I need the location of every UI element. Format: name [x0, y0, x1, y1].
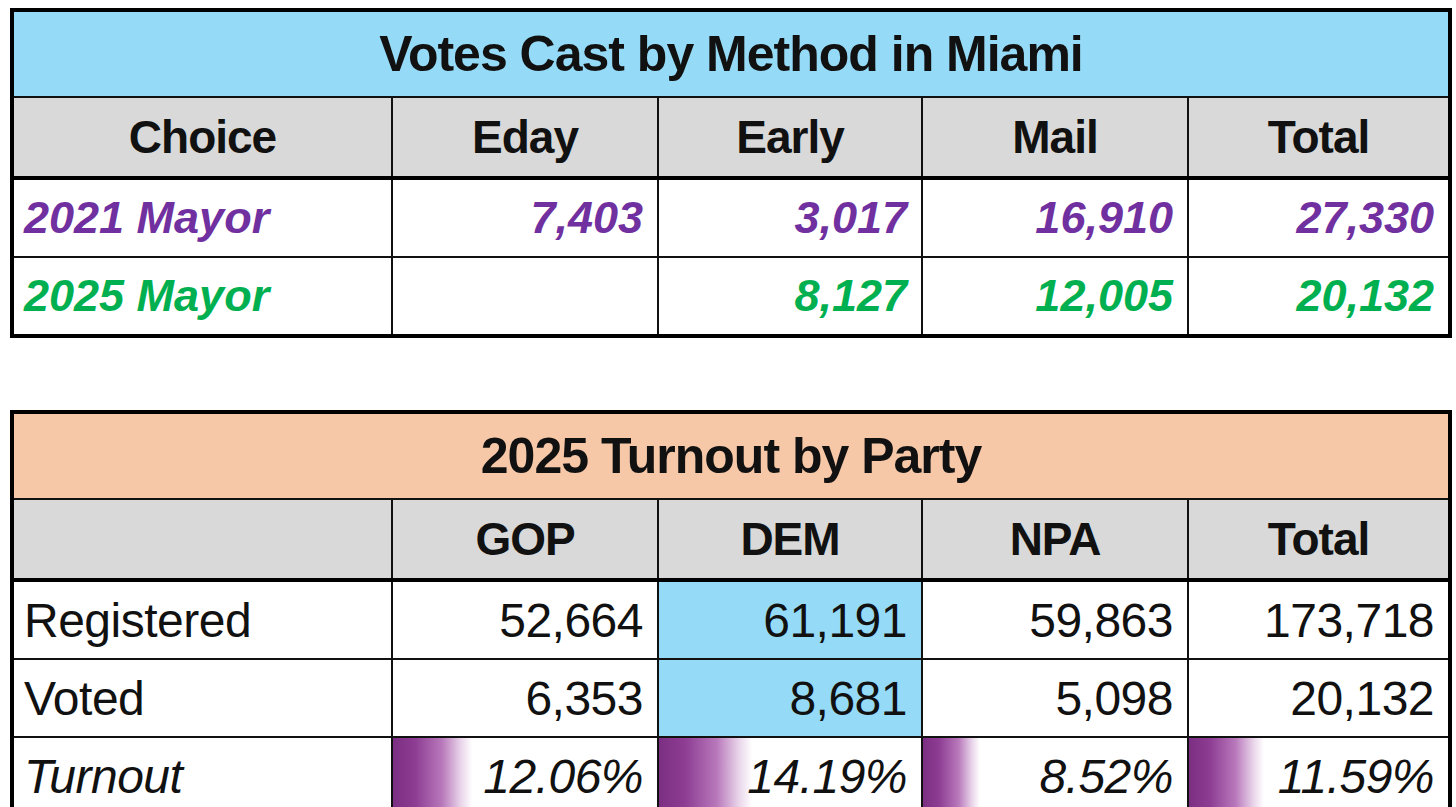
turnout-by-party-table: 2025 Turnout by Party GOP DEM NPA Total … [10, 410, 1452, 807]
table2-header-npa: NPA [922, 499, 1188, 580]
spreadsheet-view: Votes Cast by Method in Miami Choice Eda… [0, 0, 1456, 807]
cell-voted-gop: 6,353 [392, 659, 658, 737]
cell-2021-early: 3,017 [658, 178, 922, 257]
cell-registered-dem-highlighted: 61,191 [658, 580, 922, 659]
turnout-data-bar-total [1189, 738, 1264, 807]
row-label-voted: Voted [12, 659, 392, 737]
turnout-value-total: 11.59% [1278, 750, 1434, 803]
cell-2021-eday: 7,403 [392, 178, 658, 257]
cell-turnout-total: 11.59% [1188, 737, 1450, 807]
turnout-data-bar-gop [393, 738, 472, 807]
row-label-2025-mayor: 2025 Mayor [12, 257, 392, 336]
cell-2025-mail: 12,005 [922, 257, 1188, 336]
cell-2021-mail: 16,910 [922, 178, 1188, 257]
table2-header-gop: GOP [392, 499, 658, 580]
turnout-value-dem: 14.19% [747, 750, 907, 803]
table-row-voted: Voted 6,353 8,681 5,098 20,132 [12, 659, 1450, 737]
table2-title: 2025 Turnout by Party [12, 412, 1450, 499]
cell-registered-total: 173,718 [1188, 580, 1450, 659]
row-label-turnout: Turnout [12, 737, 392, 807]
cell-2025-total: 20,132 [1188, 257, 1450, 336]
table1-header-mail: Mail [922, 97, 1188, 178]
table-row-2021-mayor: 2021 Mayor 7,403 3,017 16,910 27,330 [12, 178, 1450, 257]
cell-turnout-npa: 8.52% [922, 737, 1188, 807]
cell-turnout-gop: 12.06% [392, 737, 658, 807]
row-label-registered: Registered [12, 580, 392, 659]
table-row-turnout: Turnout 12.06% 14.19% 8.52% 11.59% [12, 737, 1450, 807]
table1-header-choice: Choice [12, 97, 392, 178]
cell-2025-early: 8,127 [658, 257, 922, 336]
cell-2021-total: 27,330 [1188, 178, 1450, 257]
table1-title: Votes Cast by Method in Miami [12, 10, 1450, 97]
table1-header-row: Choice Eday Early Mail Total [12, 97, 1450, 178]
turnout-data-bar-npa [923, 738, 980, 807]
cell-voted-dem-highlighted: 8,681 [658, 659, 922, 737]
cell-registered-gop: 52,664 [392, 580, 658, 659]
turnout-value-npa: 8.52% [1039, 750, 1173, 803]
cell-turnout-dem: 14.19% [658, 737, 922, 807]
table2-header-total: Total [1188, 499, 1450, 580]
cell-2025-eday [392, 257, 658, 336]
table1-header-total: Total [1188, 97, 1450, 178]
table1-header-eday: Eday [392, 97, 658, 178]
table1-header-early: Early [658, 97, 922, 178]
table2-header-dem: DEM [658, 499, 922, 580]
table-row-2025-mayor: 2025 Mayor 8,127 12,005 20,132 [12, 257, 1450, 336]
table2-header-blank [12, 499, 392, 580]
table1-title-row: Votes Cast by Method in Miami [12, 10, 1450, 97]
table-row-registered: Registered 52,664 61,191 59,863 173,718 [12, 580, 1450, 659]
cell-voted-npa: 5,098 [922, 659, 1188, 737]
table2-header-row: GOP DEM NPA Total [12, 499, 1450, 580]
turnout-value-gop: 12.06% [483, 750, 643, 803]
cell-registered-npa: 59,863 [922, 580, 1188, 659]
row-label-2021-mayor: 2021 Mayor [12, 178, 392, 257]
table2-title-row: 2025 Turnout by Party [12, 412, 1450, 499]
turnout-data-bar-dem [659, 738, 752, 807]
cell-voted-total: 20,132 [1188, 659, 1450, 737]
votes-by-method-table: Votes Cast by Method in Miami Choice Eda… [10, 8, 1452, 338]
